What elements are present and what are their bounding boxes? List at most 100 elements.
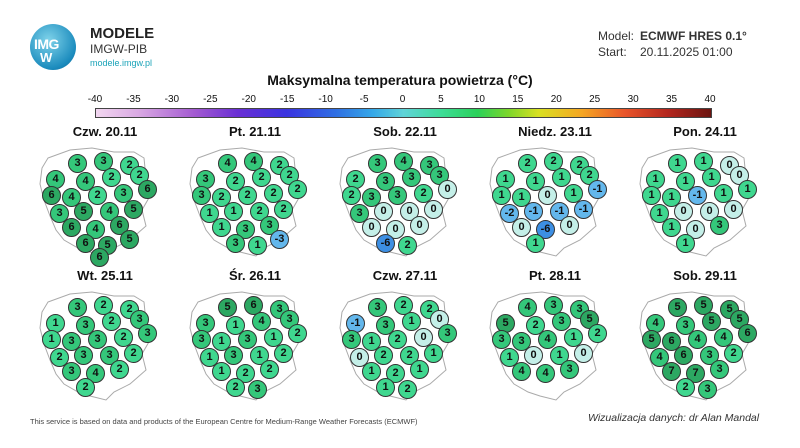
colorbar-ticks: -40 -35 -30 -25 -20 -15 -10 -5 0 5 10 15 20 25 30 35 40 xyxy=(88,94,716,106)
temperature-point: 2 xyxy=(388,330,407,349)
temperature-point: 1 xyxy=(212,218,231,237)
forecast-panel: Wt. 25.11 3 2 2 1 3 2 3 1 3 3 2 3 2 3 3 2 3 4 2 2 xyxy=(30,268,180,418)
temperature-point: 1 xyxy=(226,316,245,335)
temperature-point: 1 xyxy=(738,180,757,199)
temperature-point: 3 xyxy=(196,314,215,333)
temperature-point: 2 xyxy=(102,168,121,187)
temperature-point: 7 xyxy=(686,364,705,383)
temperature-point: 1 xyxy=(248,236,267,255)
panel-date-label: Pon. 24.11 xyxy=(673,124,737,139)
temperature-point: 2 xyxy=(264,184,283,203)
temperature-point: 2 xyxy=(288,180,307,199)
temperature-point: 6 xyxy=(90,248,109,267)
temperature-point: 3 xyxy=(68,298,87,317)
temperature-point: 2 xyxy=(260,360,279,379)
temperature-point: 3 xyxy=(376,172,395,191)
temperature-point: 4 xyxy=(86,220,105,239)
panel-date-label: Pt. 28.11 xyxy=(528,268,582,283)
temperature-point: 5 xyxy=(120,230,139,249)
colorbar-tick-label: 35 xyxy=(666,94,678,105)
temperature-point: 2 xyxy=(724,344,743,363)
temperature-point: 4 xyxy=(218,154,237,173)
temperature-point: 1 xyxy=(526,172,545,191)
temperature-point: 0 xyxy=(674,202,693,221)
temperature-point: 4 xyxy=(512,362,531,381)
colorbar-tick-label: 15 xyxy=(512,94,524,105)
temperature-point: 3 xyxy=(368,298,387,317)
temperature-point: 2 xyxy=(288,324,307,343)
temperature-point: 0 xyxy=(410,216,429,235)
temperature-point: 2 xyxy=(236,364,255,383)
temperature-point: 1 xyxy=(552,168,571,187)
visualization-credit: Wizualizacja danych: dr Alan Mandal xyxy=(588,412,760,424)
temperature-point: 3 xyxy=(226,234,245,253)
temperature-point: 3 xyxy=(512,332,531,351)
imgw-logo: IMG W xyxy=(30,24,76,70)
temperature-point: 2 xyxy=(414,184,433,203)
forecast-panel: Śr. 26.11 5 6 3 3 1 4 3 3 1 3 1 2 1 3 1 2 1 2 2 2 3 xyxy=(180,268,330,418)
temperature-point: 2 xyxy=(588,324,607,343)
temperature-point: 3 xyxy=(350,204,369,223)
brand-url[interactable]: modele.imgw.pl xyxy=(90,58,153,68)
temperature-point: 3 xyxy=(62,362,81,381)
forecast-panel: Pon. 24.11 1 1 0 1 1 1 0 1 1 -1 1 1 1 0 0 0 1 0 3 1 xyxy=(630,124,780,274)
forecast-panel: Pt. 21.11 4 4 2 3 2 2 2 3 2 2 2 2 1 1 2 2 1 3 3 3 1 -3 xyxy=(180,124,330,274)
temperature-point: 6 xyxy=(244,296,263,315)
temperature-point: 3 xyxy=(544,296,563,315)
temperature-point: 1 xyxy=(200,348,219,367)
colorbar-tick-label: 5 xyxy=(438,94,444,105)
temperature-point: 2 xyxy=(76,378,95,397)
colorbar-tick-label: -25 xyxy=(203,94,218,105)
temperature-point: 1 xyxy=(212,362,231,381)
temperature-point: 5 xyxy=(694,296,713,315)
temperature-point: 0 xyxy=(424,200,443,219)
temperature-point: 6 xyxy=(42,186,61,205)
temperature-point: 2 xyxy=(238,186,257,205)
temperature-point: 6 xyxy=(62,218,81,237)
temperature-point: 5 xyxy=(642,330,661,349)
brand-block: MODELE IMGW-PIB modele.imgw.pl xyxy=(90,26,154,69)
start-value: 20.11.2025 01:00 xyxy=(640,45,733,59)
temperature-point: 3 xyxy=(88,330,107,349)
panel-date-label: Pt. 21.11 xyxy=(228,124,282,139)
panel-date-label: Śr. 26.11 xyxy=(228,268,282,283)
temperature-point: 1 xyxy=(650,204,669,223)
logo-text-bottom: W xyxy=(40,50,53,65)
temperature-point: 2 xyxy=(676,378,695,397)
colorbar-tick-label: -40 xyxy=(87,94,103,105)
colorbar-tick-label: 10 xyxy=(473,94,485,105)
temperature-point: 3 xyxy=(492,330,511,349)
start-label: Start: xyxy=(598,45,627,59)
temperature-point: 4 xyxy=(518,298,537,317)
temperature-point: 3 xyxy=(368,154,387,173)
temperature-point: 3 xyxy=(68,154,87,173)
ecmwf-footer: This service is based on data and produc… xyxy=(30,417,418,426)
colorbar-tick-label: -30 xyxy=(164,94,180,105)
temperature-point: 1 xyxy=(492,186,511,205)
temperature-point: 2 xyxy=(110,360,129,379)
temperature-point: 5 xyxy=(702,312,721,331)
colorbar-tick-label: 20 xyxy=(550,94,562,105)
brand-org: IMGW-PIB xyxy=(90,42,148,56)
temperature-point: 0 xyxy=(362,218,381,237)
temperature-point: -2 xyxy=(500,204,519,223)
temperature-point: 3 xyxy=(50,204,69,223)
temperature-point: 3 xyxy=(710,216,729,235)
temperature-point: 1 xyxy=(212,332,231,351)
temperature-point: 0 xyxy=(560,216,579,235)
temperature-point: -3 xyxy=(270,230,289,249)
temperature-point: 3 xyxy=(138,324,157,343)
temperature-point: 3 xyxy=(362,188,381,207)
temperature-point: 2 xyxy=(398,236,417,255)
forecast-panel: Sob. 22.11 3 4 3 2 3 3 3 2 3 3 2 0 3 0 0 0 0 0 0 -6 2 xyxy=(330,124,480,274)
temperature-point: 1 xyxy=(642,186,661,205)
temperature-point: 6 xyxy=(738,324,757,343)
forecast-panel: Sob. 29.11 5 5 5 4 3 5 5 5 6 4 4 6 4 6 3 2 7 7 3 2 3 xyxy=(630,268,780,418)
colorbar-tick-label: -35 xyxy=(126,94,141,105)
temperature-point: 7 xyxy=(662,362,681,381)
temperature-point: 6 xyxy=(138,180,157,199)
model-value: ECMWF HRES 0.1° xyxy=(640,29,747,43)
temperature-point: 4 xyxy=(538,330,557,349)
colorbar-tick-label: 30 xyxy=(627,94,639,105)
panel-date-label: Czw. 20.11 xyxy=(72,124,138,139)
